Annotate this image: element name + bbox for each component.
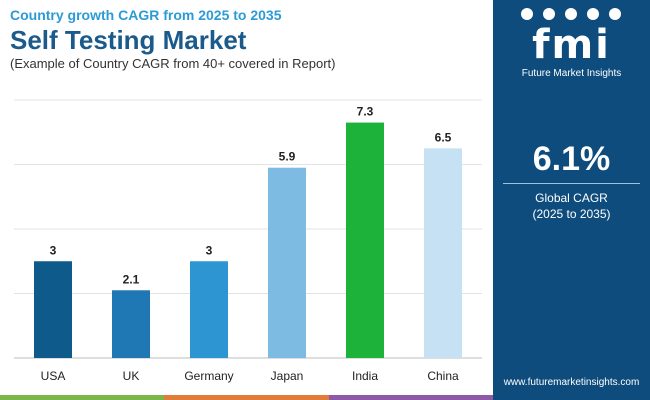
strip-segment [328,395,493,400]
data-label: 5.9 [279,150,296,164]
data-label: 3 [50,243,57,257]
bar [112,290,150,358]
data-label: 7.3 [357,105,374,119]
tech-icon [565,8,577,20]
sidebar-panel: fmi Future Market Insights 6.1% Global C… [493,0,650,400]
x-tick-label: India [352,369,378,383]
bar [190,261,228,358]
bar-chart-svg: 3 USA 2.1 UK 3 Germany 5.9 Japan 7.3 India 6.5 Chin… [14,99,482,383]
cagr-period-text: (2025 to 2035) [532,207,611,221]
bar [424,148,462,358]
website-link[interactable]: www.futuremarketinsights.com [503,377,640,388]
global-cagr-value: 6.1% [532,140,611,178]
globe-icon [609,8,621,20]
x-tick-label: Germany [184,369,233,383]
bar [268,167,306,358]
bar [34,261,72,358]
chart-note: (Example of Country CAGR from 40+ covere… [10,56,336,71]
bar-chart: 3 USA 2.1 UK 3 Germany 5.9 Japan 7.3 India 6.5 Chin… [0,82,492,394]
cagr-divider [503,183,640,184]
global-cagr-label: Global CAGR (2025 to 2035) [493,190,650,222]
data-label: 2.1 [123,272,140,286]
strip-segment [164,395,329,400]
chart-title: Self Testing Market [10,25,247,55]
industry-icon [521,8,533,20]
x-tick-label: Japan [271,369,304,383]
health-icon [543,8,555,20]
x-tick-label: USA [41,369,66,383]
x-tick-label: China [427,369,459,383]
strip-segment [0,395,165,400]
x-tick-label: UK [123,369,140,383]
cagr-label-text: Global CAGR [535,191,608,205]
chart-subtitle: Country growth CAGR from 2025 to 2035 [10,7,282,23]
people-icon [587,8,599,20]
data-label: 3 [206,243,213,257]
chart-header: Country growth CAGR from 2025 to 2035 Se… [10,6,490,72]
color-strip [0,395,493,400]
logo-text: fmi [532,22,611,68]
bar [346,122,384,358]
fmi-logo: fmi Future Market Insights [493,6,650,80]
logo-icons [521,8,621,20]
logo-subtitle: Future Market Insights [521,68,622,79]
data-label: 6.5 [435,130,452,144]
